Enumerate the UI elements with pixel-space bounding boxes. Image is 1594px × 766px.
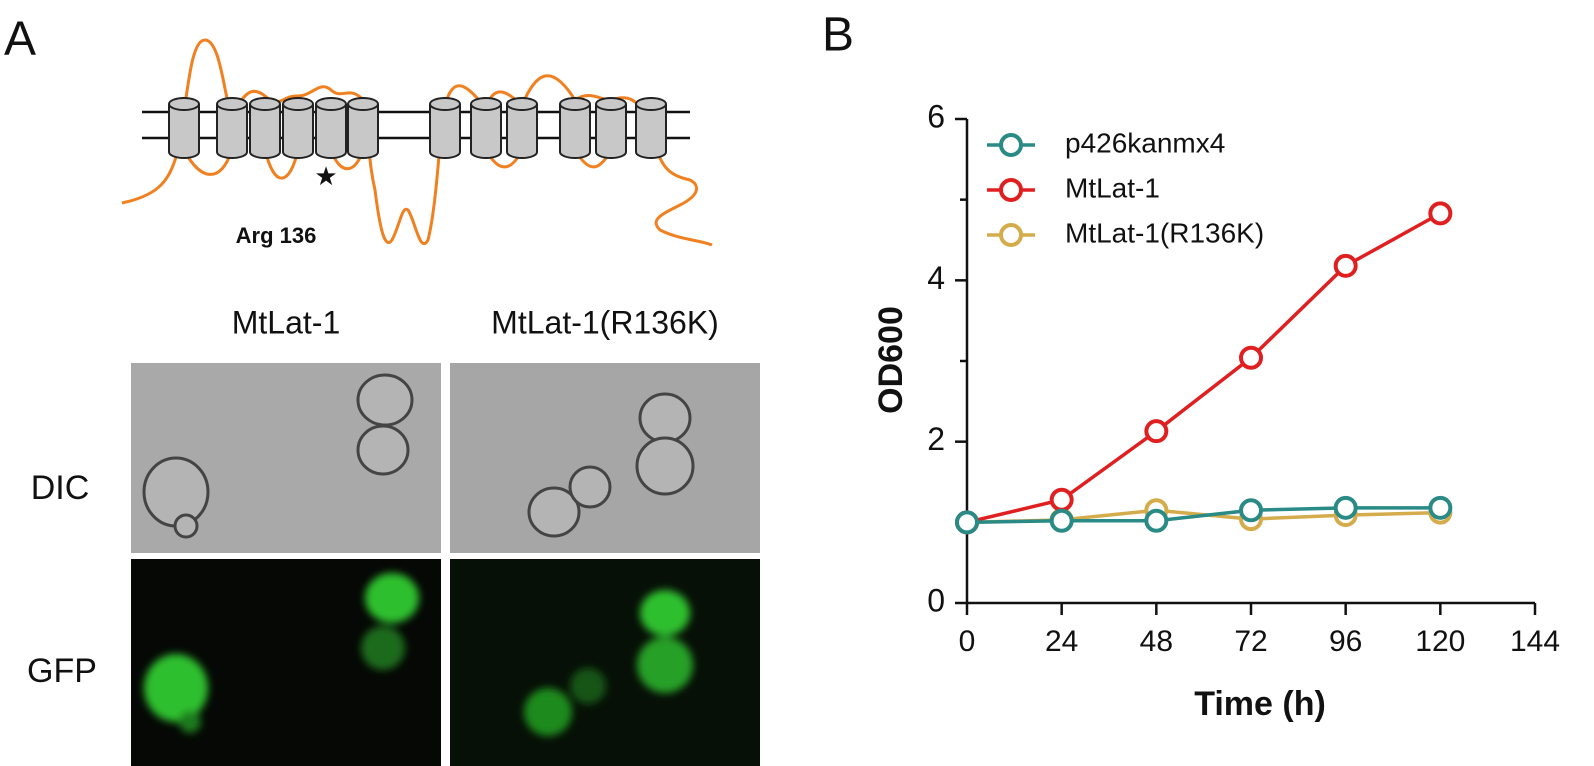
legend-marker — [999, 223, 1023, 247]
helix — [470, 97, 502, 159]
x-axis-label: Time (h) — [1194, 685, 1326, 723]
column-label: MtLat-1(R136K) — [491, 304, 719, 340]
protein-chain — [182, 149, 613, 180]
data-point — [1239, 498, 1263, 523]
helix-body — [429, 104, 461, 159]
helix — [506, 97, 538, 159]
helix — [249, 97, 281, 159]
helix-top — [559, 97, 591, 111]
legend-label: p426kanmx4 — [1065, 127, 1225, 158]
helix-top — [470, 97, 502, 111]
series-line — [966, 211, 1442, 525]
legend-marker — [999, 133, 1023, 157]
helix-top — [282, 97, 314, 111]
x-tick-label: 24 — [1045, 625, 1078, 658]
helix-top — [216, 97, 248, 111]
panel-label: B — [822, 9, 854, 62]
helix — [347, 97, 379, 159]
helix-body — [282, 104, 314, 159]
x-tick-label: 120 — [1415, 625, 1465, 658]
helix-top — [168, 97, 200, 111]
x-tick-label: 72 — [1234, 625, 1267, 658]
data-point — [1239, 345, 1263, 370]
y-tick-label: 6 — [927, 98, 945, 134]
helix — [635, 97, 667, 159]
helix-top — [315, 97, 347, 111]
helix-body — [470, 104, 502, 159]
y-axis-label: OD600 — [872, 306, 910, 414]
helix-top — [429, 97, 461, 111]
y-tick-label: 4 — [927, 260, 945, 296]
helix-body — [635, 104, 667, 159]
helix — [315, 97, 347, 159]
micrograph-dic — [131, 363, 760, 553]
helix-top — [347, 97, 379, 111]
y-tick-label: 0 — [927, 582, 945, 618]
data-point — [1144, 508, 1169, 533]
site-star: ★ — [314, 161, 337, 191]
data-point — [1428, 495, 1453, 520]
helix-top — [506, 97, 538, 111]
helices — [168, 97, 667, 159]
helix-body — [168, 104, 200, 159]
helix — [168, 97, 200, 159]
x-tick-label: 48 — [1140, 625, 1173, 658]
legend-label: MtLat-1 — [1065, 172, 1160, 203]
data-point — [1144, 419, 1169, 444]
panel-a: A ★ Arg 136 MtLat-1 MtLat-1(R136K) DIC G… — [4, 13, 760, 766]
x-tick-label: 144 — [1510, 625, 1560, 658]
helix-body — [315, 104, 347, 159]
row-label: DIC — [31, 469, 90, 507]
helix-body — [216, 104, 248, 159]
x-tick-label: 96 — [1329, 625, 1362, 658]
data-point — [1049, 508, 1074, 533]
row-label: GFP — [27, 652, 97, 690]
helix-body — [249, 104, 281, 159]
site-label: Arg 136 — [236, 223, 317, 248]
series-line — [966, 506, 1441, 525]
helix-body — [506, 104, 538, 159]
y-tick-label: 2 — [927, 421, 945, 457]
legend-label: MtLat-1(R136K) — [1065, 217, 1264, 248]
helix-top — [635, 97, 667, 111]
helix — [429, 97, 461, 159]
helix — [595, 97, 627, 159]
column-label: MtLat-1 — [232, 304, 340, 340]
data-point — [1333, 253, 1358, 278]
legend-marker — [999, 178, 1023, 202]
x-tick-label: 0 — [959, 625, 976, 658]
helix — [559, 97, 591, 159]
helix-body — [347, 104, 379, 159]
helix — [216, 97, 248, 159]
data-point — [1428, 201, 1453, 226]
helix-body — [559, 104, 591, 159]
panel-label: A — [4, 13, 36, 66]
data-point — [955, 510, 979, 535]
micrograph-gfp — [131, 559, 760, 766]
helix-top — [249, 97, 281, 111]
data-point — [1049, 487, 1074, 512]
helix — [282, 97, 314, 159]
helix-body — [595, 104, 627, 159]
helix-top — [595, 97, 627, 111]
data-point — [1333, 495, 1358, 520]
